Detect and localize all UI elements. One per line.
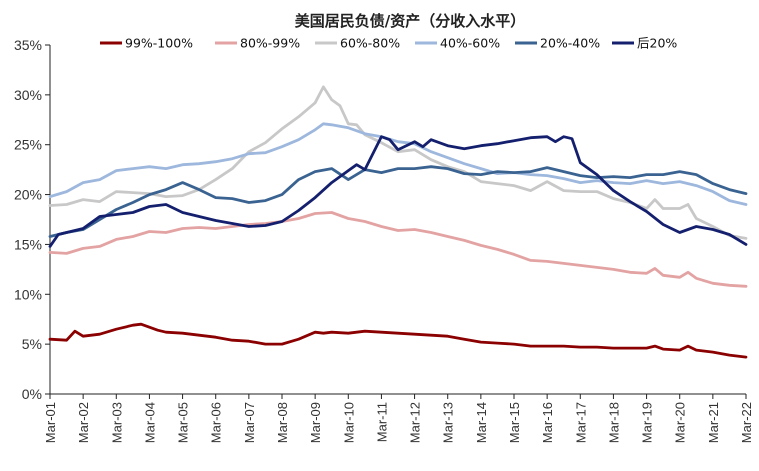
y-tick-label: 0% — [22, 386, 42, 402]
y-tick-label: 5% — [22, 336, 42, 352]
x-tick-label: Mar-17 — [573, 402, 588, 443]
x-tick-label: Mar-05 — [176, 402, 191, 443]
legend-label: 60%-80% — [340, 36, 400, 51]
x-tick-label: Mar-09 — [308, 402, 323, 443]
legend-label: 40%-60% — [440, 36, 500, 51]
legend-label: 后20% — [637, 36, 677, 51]
series-line-2 — [48, 211, 748, 288]
series-line-5 — [48, 165, 748, 238]
legend-label: 80%-99% — [240, 36, 300, 51]
x-tick-label: Mar-21 — [706, 402, 721, 443]
plot-area — [48, 85, 748, 359]
x-tick-label: Mar-02 — [76, 402, 91, 443]
x-tick-label: Mar-06 — [209, 402, 224, 443]
legend-label: 99%-100% — [125, 36, 193, 51]
x-axis: Mar-01 Mar-02 Mar-03 Mar-04 Mar-05 Mar-06 Mar-… — [43, 393, 754, 443]
y-tick-label: 35% — [14, 37, 42, 53]
series-line-1 — [48, 322, 748, 359]
legend-label: 20%-40% — [540, 36, 600, 51]
series-line-6 — [48, 135, 748, 248]
chart-title: 美国居民负债/资产（分收入水平） — [295, 12, 525, 30]
x-tick-label: Mar-22 — [739, 402, 754, 443]
y-tick-label: 10% — [14, 286, 42, 302]
x-tick-label: Mar-08 — [275, 402, 290, 443]
x-tick-label: Mar-11 — [374, 402, 389, 442]
x-tick-label: Mar-10 — [341, 402, 356, 443]
legend: 99%-100% 80%-99% 60%-80% 40%-60% 20%-40% 后20% — [100, 36, 677, 51]
y-axis: 0% 5% 10% 15% 20% 25% 30% 35% — [14, 37, 51, 402]
y-tick-label: 20% — [14, 187, 42, 203]
x-tick-label: Mar-16 — [540, 402, 555, 443]
y-tick-label: 15% — [14, 236, 42, 252]
x-tick-label: Mar-13 — [441, 402, 456, 443]
x-tick-label: Mar-18 — [606, 402, 621, 443]
x-tick-label: Mar-15 — [507, 402, 522, 443]
x-tick-label: Mar-03 — [109, 402, 124, 443]
x-tick-label: Mar-01 — [43, 402, 58, 443]
x-tick-label: Mar-14 — [474, 402, 489, 443]
y-tick-label: 25% — [14, 137, 42, 153]
series-line-3 — [48, 85, 748, 240]
x-tick-label: Mar-20 — [673, 402, 688, 443]
x-tick-label: Mar-19 — [640, 402, 655, 443]
y-tick-label: 30% — [14, 87, 42, 103]
x-tick-label: Mar-07 — [242, 402, 257, 443]
x-tick-label: Mar-12 — [408, 402, 423, 443]
x-tick-label: Mar-04 — [142, 402, 157, 443]
